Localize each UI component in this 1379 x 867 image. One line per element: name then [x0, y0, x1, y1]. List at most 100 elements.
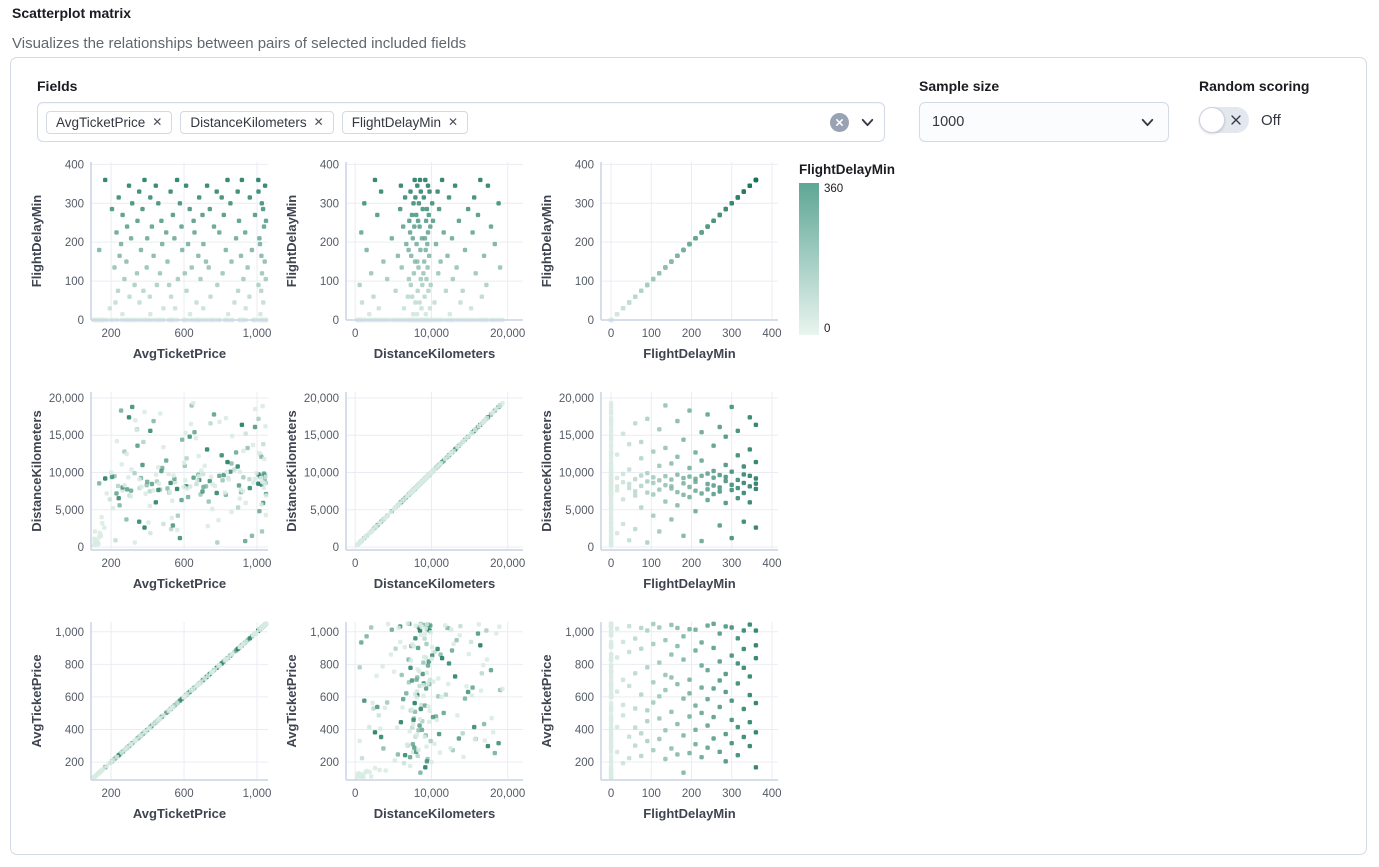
svg-text:20,000: 20,000	[559, 393, 594, 405]
svg-text:200: 200	[575, 757, 594, 769]
sample-size-label: Sample size	[919, 78, 1000, 94]
sample-size-value: 1000	[932, 114, 965, 130]
svg-text:FlightDelayMin: FlightDelayMin	[539, 195, 554, 288]
svg-text:200: 200	[682, 558, 701, 570]
svg-text:FlightDelayMin: FlightDelayMin	[29, 195, 44, 288]
remove-field-icon[interactable]: ✕	[313, 115, 324, 129]
svg-text:FlightDelayMin: FlightDelayMin	[643, 346, 736, 361]
svg-text:10,000: 10,000	[414, 558, 449, 570]
svg-text:400: 400	[65, 159, 84, 171]
svg-text:100: 100	[642, 558, 661, 570]
scatter-panel-AvgTicketPrice-vs-DistanceKilometers[interactable]: 0 10,000 20,000 200 400 600 800 1,000 DistanceKi…	[282, 610, 537, 840]
svg-text:300: 300	[722, 788, 741, 800]
scatter-panel-FlightDelayMin-vs-DistanceKilometers[interactable]: 0 10,000 20,000 0 100 200 300 400 DistanceKilome…	[282, 150, 537, 380]
svg-text:0: 0	[588, 315, 594, 327]
svg-text:DistanceKilometers: DistanceKilometers	[374, 806, 495, 821]
svg-text:10,000: 10,000	[414, 788, 449, 800]
svg-text:1,000: 1,000	[243, 788, 272, 800]
scatter-panel-FlightDelayMin-vs-AvgTicketPrice[interactable]: 200 600 1,000 0 100 200 300 400 AvgTicketPrice Fl…	[27, 150, 282, 380]
svg-text:100: 100	[642, 788, 661, 800]
svg-text:FlightDelayMin: FlightDelayMin	[284, 195, 299, 288]
svg-text:800: 800	[575, 659, 594, 671]
svg-text:20,000: 20,000	[49, 393, 84, 405]
scatter-panel-FlightDelayMin-vs-FlightDelayMin[interactable]: 0 100 200 300 400 0 100 200 300 400 FlightDelayMin…	[537, 150, 792, 380]
svg-text:AvgTicketPrice: AvgTicketPrice	[133, 346, 226, 361]
svg-text:100: 100	[575, 276, 594, 288]
svg-text:100: 100	[320, 276, 339, 288]
svg-text:DistanceKilometers: DistanceKilometers	[374, 576, 495, 591]
svg-text:0: 0	[608, 788, 614, 800]
chevron-down-icon[interactable]	[859, 114, 876, 131]
svg-text:600: 600	[174, 788, 193, 800]
svg-text:800: 800	[320, 659, 339, 671]
fields-combobox[interactable]: AvgTicketPrice ✕ DistanceKilometers ✕ Flight…	[37, 102, 885, 142]
svg-text:400: 400	[575, 159, 594, 171]
field-chip-label: FlightDelayMin	[351, 114, 441, 130]
field-chip-DistanceKilometers[interactable]: DistanceKilometers ✕	[180, 110, 334, 134]
svg-text:1,000: 1,000	[55, 627, 84, 639]
svg-text:200: 200	[65, 237, 84, 249]
fields-label: Fields	[37, 78, 78, 94]
svg-text:0: 0	[608, 558, 614, 570]
svg-text:15,000: 15,000	[559, 430, 594, 442]
svg-text:200: 200	[101, 788, 120, 800]
svg-text:200: 200	[320, 757, 339, 769]
svg-text:400: 400	[320, 725, 339, 737]
svg-text:200: 200	[320, 237, 339, 249]
field-chip-label: DistanceKilometers	[190, 114, 307, 130]
x-circle-icon	[835, 118, 844, 127]
sample-size-select[interactable]: 1000	[919, 102, 1169, 142]
svg-text:100: 100	[642, 328, 661, 340]
scatter-panel-AvgTicketPrice-vs-FlightDelayMin[interactable]: 0 100 200 300 400 200 400 600 800 1,000 FlightDela…	[537, 610, 792, 840]
svg-text:DistanceKilometers: DistanceKilometers	[29, 410, 44, 531]
page-subtitle: Visualizes the relationships between pai…	[12, 35, 467, 52]
field-chip-FlightDelayMin[interactable]: FlightDelayMin ✕	[341, 110, 469, 134]
scatterplot-matrix-panel: Fields AvgTicketPrice ✕ DistanceKilometers…	[10, 57, 1367, 855]
scatter-panel-DistanceKilometers-vs-AvgTicketPrice[interactable]: 200 600 1,000 0 5,000 10,000 15,000 20,000 AvgTi…	[27, 380, 282, 610]
field-chip-AvgTicketPrice[interactable]: AvgTicketPrice ✕	[46, 110, 173, 134]
scatter-panel-DistanceKilometers-vs-FlightDelayMin[interactable]: 0 100 200 300 400 0 5,000 10,000 15,000 20,000 Fli…	[537, 380, 792, 610]
svg-text:600: 600	[174, 328, 193, 340]
toggle-knob[interactable]	[1199, 107, 1225, 133]
svg-text:200: 200	[682, 788, 701, 800]
svg-text:200: 200	[101, 558, 120, 570]
svg-text:200: 200	[65, 757, 84, 769]
random-scoring-label: Random scoring	[1199, 78, 1310, 94]
svg-text:600: 600	[65, 692, 84, 704]
svg-text:0: 0	[78, 315, 84, 327]
svg-text:800: 800	[65, 659, 84, 671]
svg-text:20,000: 20,000	[490, 328, 525, 340]
svg-text:600: 600	[320, 692, 339, 704]
svg-text:0: 0	[333, 315, 339, 327]
remove-field-icon[interactable]: ✕	[152, 115, 163, 129]
scatter-panel-DistanceKilometers-vs-DistanceKilometers[interactable]: 0 10,000 20,000 0 5,000 10,000 15,000 20,000 Dis…	[282, 380, 537, 610]
svg-text:DistanceKilometers: DistanceKilometers	[374, 346, 495, 361]
toggle-off-x-icon	[1230, 114, 1242, 126]
svg-text:600: 600	[575, 692, 594, 704]
legend-max-label: 360	[824, 183, 844, 195]
svg-text:0: 0	[78, 542, 84, 554]
svg-text:0: 0	[352, 788, 358, 800]
svg-text:FlightDelayMin: FlightDelayMin	[643, 806, 736, 821]
svg-text:300: 300	[722, 328, 741, 340]
svg-text:20,000: 20,000	[304, 393, 339, 405]
remove-field-icon[interactable]: ✕	[447, 115, 459, 129]
scatter-panel-AvgTicketPrice-vs-AvgTicketPrice[interactable]: 200 600 1,000 200 400 600 800 1,000 AvgTicketPri…	[27, 610, 282, 840]
svg-text:AvgTicketPrice: AvgTicketPrice	[133, 806, 226, 821]
svg-text:400: 400	[575, 725, 594, 737]
svg-text:300: 300	[65, 198, 84, 210]
svg-text:400: 400	[762, 328, 781, 340]
svg-text:10,000: 10,000	[49, 467, 84, 479]
random-scoring-toggle[interactable]	[1199, 107, 1249, 133]
svg-text:10,000: 10,000	[304, 467, 339, 479]
svg-text:10,000: 10,000	[559, 467, 594, 479]
svg-text:200: 200	[101, 328, 120, 340]
svg-text:0: 0	[352, 328, 358, 340]
svg-text:5,000: 5,000	[310, 505, 339, 517]
svg-text:1,000: 1,000	[310, 627, 339, 639]
random-scoring-state: Off	[1261, 111, 1281, 129]
clear-fields-button[interactable]	[830, 112, 849, 132]
svg-text:AvgTicketPrice: AvgTicketPrice	[284, 654, 299, 747]
field-chip-label: AvgTicketPrice	[56, 114, 146, 130]
svg-text:5,000: 5,000	[565, 505, 594, 517]
